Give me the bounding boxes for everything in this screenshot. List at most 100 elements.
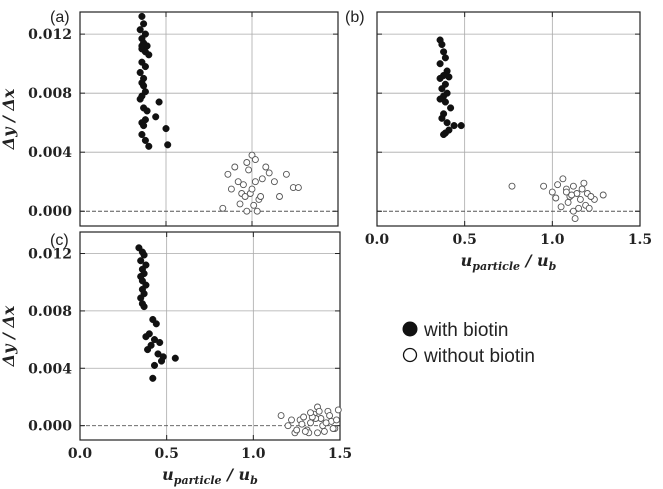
x-axis-label: uparticle / ub — [461, 251, 557, 273]
point-with-biotin — [445, 73, 453, 81]
point-without-biotin — [239, 181, 247, 189]
point-without-biotin — [248, 151, 256, 159]
point-with-biotin — [144, 346, 152, 354]
point-without-biotin — [236, 200, 244, 208]
point-without-biotin — [569, 182, 577, 190]
x-axis-label: uparticle / ub — [162, 465, 258, 487]
point-without-biotin — [575, 204, 583, 212]
point-with-biotin — [171, 354, 179, 362]
point-with-biotin — [447, 104, 455, 112]
point-with-biotin — [136, 26, 144, 34]
point-without-biotin — [294, 184, 302, 192]
point-with-biotin — [150, 361, 159, 369]
point-with-biotin — [145, 142, 153, 150]
panel-3: (c) 0.000 0.004 0.008 0.012 0.0 0.5 1.0 1.5 Δy / … — [0, 231, 352, 487]
point-without-biotin — [241, 193, 249, 200]
point-without-biotin — [320, 427, 328, 435]
y-tick-label: 0.012 — [28, 27, 72, 43]
point-with-biotin — [162, 125, 170, 133]
plot-frame — [79, 231, 341, 441]
point-without-biotin — [307, 419, 314, 427]
panel-letter: (c) — [50, 232, 69, 249]
point-with-biotin — [441, 54, 449, 62]
panel-letter: (b) — [345, 9, 365, 26]
point-without-biotin — [270, 178, 278, 186]
point-with-biotin — [138, 12, 146, 20]
point-without-biotin — [219, 204, 227, 212]
point-without-biotin — [559, 175, 567, 183]
point-without-biotin — [231, 163, 239, 171]
x-tick-label: 1.5 — [628, 232, 652, 248]
point-without-biotin — [293, 426, 301, 434]
plot-frame — [79, 11, 339, 227]
legend-label-with-biotin: with biotin — [423, 320, 509, 341]
point-without-biotin — [508, 182, 516, 190]
panel-1: (a) 0.000 0.004 0.008 0.012 Δy / Δx — [0, 9, 339, 227]
point-with-biotin — [140, 122, 148, 130]
point-without-biotin — [253, 207, 261, 215]
point-without-biotin — [227, 185, 235, 193]
y-tick-label: 0.004 — [28, 361, 72, 377]
point-without-biotin — [587, 193, 595, 200]
point-without-biotin — [257, 193, 265, 200]
point-with-biotin — [138, 42, 146, 50]
point-without-biotin — [301, 427, 309, 435]
x-tick-label: 1.0 — [241, 446, 266, 462]
point-with-biotin — [440, 48, 448, 56]
point-with-biotin — [450, 122, 458, 130]
point-without-biotin — [298, 420, 306, 428]
point-with-biotin — [145, 51, 153, 59]
point-with-biotin — [136, 68, 144, 77]
x-tick-label: 1.5 — [328, 446, 352, 462]
x-tick-label: 0.0 — [365, 232, 390, 248]
point-without-biotin — [333, 416, 340, 424]
point-without-biotin — [571, 215, 579, 223]
point-with-biotin — [142, 333, 150, 341]
point-without-biotin — [554, 181, 562, 189]
point-without-biotin — [288, 416, 295, 424]
point-without-biotin — [562, 188, 570, 196]
point-with-biotin — [155, 98, 163, 106]
point-without-biotin — [224, 170, 232, 178]
point-with-biotin — [141, 136, 149, 144]
point-without-biotin — [326, 412, 334, 420]
point-without-biotin — [276, 193, 283, 200]
point-with-biotin — [141, 63, 149, 71]
point-with-biotin — [140, 251, 148, 259]
panels: (a) 0.000 0.004 0.008 0.012 Δy / Δx (b) 0.0 0.5 1… — [0, 9, 652, 487]
panel-2: (b) 0.0 0.5 1.0 1.5 uparticle / ub — [345, 9, 652, 273]
y-tick-label: 0.012 — [28, 247, 72, 263]
point-with-biotin — [164, 141, 172, 149]
point-without-biotin — [258, 175, 266, 183]
point-with-biotin — [438, 40, 446, 49]
point-with-biotin — [443, 119, 451, 127]
point-with-biotin — [436, 74, 444, 82]
point-with-biotin — [441, 98, 449, 106]
point-without-biotin — [576, 195, 584, 203]
point-without-biotin — [548, 188, 556, 196]
point-with-biotin — [136, 95, 144, 103]
y-tick-label: 0.000 — [28, 204, 72, 220]
panel-letter: (a) — [50, 9, 70, 26]
point-without-biotin — [307, 409, 314, 417]
point-without-biotin — [262, 163, 270, 171]
point-without-biotin — [599, 191, 607, 199]
legend: with biotin without biotin — [402, 320, 535, 367]
point-without-biotin — [277, 412, 285, 420]
point-with-biotin — [438, 85, 446, 93]
point-without-biotin — [251, 178, 259, 186]
point-without-biotin — [300, 413, 308, 421]
x-tick-label: 0.0 — [68, 446, 93, 462]
point-without-biotin — [245, 166, 253, 174]
point-with-biotin — [436, 60, 444, 68]
plot-frame — [376, 11, 641, 227]
point-without-biotin — [569, 207, 577, 215]
point-without-biotin — [251, 156, 259, 164]
y-axis-label: Δy / Δx — [0, 88, 18, 150]
point-with-biotin — [438, 114, 446, 122]
point-without-biotin — [564, 198, 572, 206]
point-without-biotin — [243, 159, 251, 166]
point-without-biotin — [540, 182, 548, 190]
legend-label-without-biotin: without biotin — [423, 346, 535, 367]
point-with-biotin — [143, 107, 151, 115]
